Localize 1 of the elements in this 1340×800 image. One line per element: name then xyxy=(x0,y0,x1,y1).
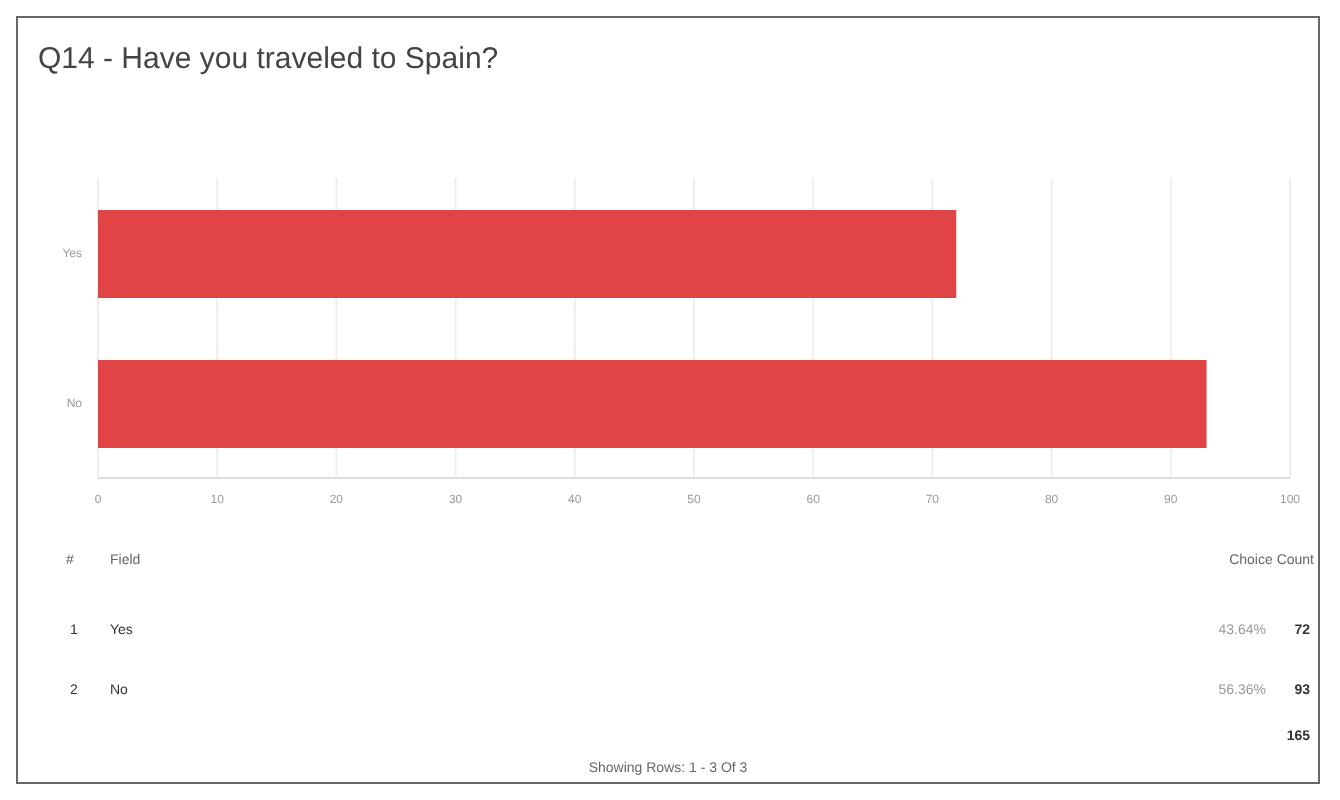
chart-title: Q14 - Have you traveled to Spain? xyxy=(38,42,499,76)
